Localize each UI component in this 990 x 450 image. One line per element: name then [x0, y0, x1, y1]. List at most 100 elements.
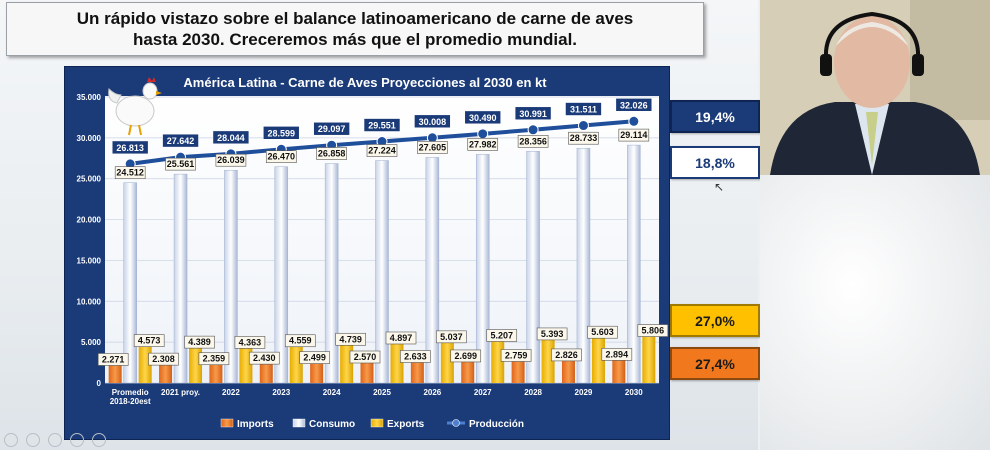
x-tick-label: 2022	[222, 388, 240, 397]
x-tick-label: Promedio	[112, 388, 149, 397]
consumo-bar	[324, 163, 339, 384]
legend-line-marker	[452, 419, 460, 427]
imports-bar	[410, 361, 424, 383]
consumo-bar	[123, 182, 137, 384]
chart-panel: 0 5.000 10.000 15.000 20.000 25.000 30.000 35.0…	[64, 66, 670, 440]
exports-data-label-box	[536, 327, 568, 341]
x-tick-label: 2029	[575, 388, 593, 397]
consumo-data-label-box	[114, 166, 146, 180]
imports-data-label: 2.308	[152, 354, 175, 364]
consumo-bar	[425, 157, 440, 384]
percent-box-imports: 27,4%	[670, 347, 760, 380]
imports-data-label: 2.633	[404, 351, 427, 361]
imports-data-label: 2.826	[555, 350, 578, 360]
exports-data-label-box	[587, 325, 618, 339]
imports-data-label-box	[551, 348, 582, 362]
exports-data-label: 5.806	[642, 326, 665, 336]
exports-bar	[642, 335, 656, 383]
x-tick-label: 2028	[524, 388, 542, 397]
webcam-video	[760, 0, 990, 175]
exports-data-label-box	[133, 334, 165, 347]
exports-data-label: 4.559	[289, 336, 312, 346]
produccion-data-label-box	[363, 118, 401, 132]
percent-box-consumo: 18,8%	[670, 146, 760, 179]
exports-data-label-box	[184, 335, 215, 349]
zoom-icon[interactable]	[48, 433, 62, 447]
consumo-bar	[526, 151, 540, 384]
produccion-data-label: 31.511	[570, 105, 597, 115]
imports-data-label: 2.499	[303, 353, 326, 363]
more-options-icon[interactable]	[92, 433, 106, 447]
imports-data-label-box	[97, 353, 129, 366]
produccion-point	[527, 124, 539, 136]
exports-data-label-box	[385, 331, 417, 345]
exports-data-label-box	[234, 336, 266, 349]
presentation-toolbar[interactable]	[4, 433, 106, 447]
x-tick-label: 2025	[373, 388, 391, 397]
x-tick-label: 2023	[272, 388, 290, 397]
slide-title-line-2: hasta 2030. Creceremos más que el promed…	[132, 30, 578, 49]
exports-data-label-box	[335, 332, 366, 346]
y-tick-label: 20.000	[77, 216, 102, 225]
y-tick-label: 15.000	[77, 256, 102, 265]
produccion-data-label: 32.026	[620, 100, 648, 110]
consumo-data-label-box	[467, 138, 499, 151]
imports-data-label: 2.359	[203, 354, 226, 364]
imports-data-label-box	[299, 351, 330, 364]
x-tick-label: 2018-20est	[110, 397, 151, 406]
x-tick-label: 2021 proy.	[161, 388, 200, 397]
produccion-data-label-box	[162, 133, 199, 148]
consumo-data-label-box	[618, 128, 650, 142]
imports-data-label-box	[198, 352, 230, 366]
produccion-point	[577, 120, 589, 132]
imports-data-label-box	[349, 350, 381, 364]
imports-data-label-box	[400, 350, 431, 363]
produccion-data-label-box	[414, 114, 451, 129]
imports-data-label-box	[148, 352, 179, 366]
exports-bar	[390, 342, 404, 383]
produccion-point	[477, 128, 489, 140]
y-tick-label: 10.000	[77, 297, 102, 306]
exports-data-label-box	[284, 334, 316, 348]
presenter-silhouette	[760, 0, 990, 175]
produccion-point	[628, 115, 640, 127]
imports-data-label: 2.430	[253, 353, 276, 363]
pen-icon[interactable]	[70, 433, 84, 447]
consumo-data-label-box	[165, 157, 196, 171]
y-tick-label: 35.000	[77, 93, 102, 102]
percent-box-produccion: 19,4%	[670, 100, 760, 133]
exports-data-label-box	[436, 330, 467, 344]
consumo-data-label-box	[316, 147, 347, 160]
exports-data-label: 4.363	[239, 337, 262, 347]
y-tick-label: 5.000	[81, 338, 102, 347]
imports-data-label: 2.699	[454, 351, 477, 361]
next-slide-icon[interactable]	[26, 433, 40, 447]
produccion-data-label-box	[514, 106, 552, 121]
chicken-icon	[108, 77, 162, 136]
imports-data-label: 2.570	[354, 352, 377, 362]
imports-bar	[209, 363, 223, 383]
imports-bar	[561, 359, 575, 383]
imports-bar	[310, 362, 324, 383]
previous-slide-icon[interactable]	[4, 433, 18, 447]
y-tick-label: 0	[97, 379, 102, 388]
produccion-data-label: 29.551	[368, 121, 396, 131]
legend-label: Imports	[237, 419, 274, 430]
consumo-data-label-box	[215, 153, 247, 167]
consumo-data-label: 26.470	[268, 152, 296, 162]
exports-data-label: 4.897	[390, 333, 413, 343]
produccion-data-label-box	[111, 140, 149, 155]
legend-swatch	[370, 418, 384, 428]
consumo-bar	[375, 160, 389, 384]
consumo-data-label-box	[568, 131, 599, 145]
produccion-data-label: 30.991	[519, 109, 547, 119]
produccion-data-label-box	[212, 130, 250, 145]
legend-swatch	[220, 418, 234, 428]
legend-label: Exports	[387, 419, 425, 430]
consumo-bar	[224, 169, 238, 384]
exports-data-label-box	[486, 329, 518, 342]
consumo-bar	[475, 154, 490, 384]
produccion-data-label: 27.642	[167, 136, 195, 146]
imports-bar	[461, 360, 475, 383]
exports-data-label: 4.389	[188, 337, 211, 347]
